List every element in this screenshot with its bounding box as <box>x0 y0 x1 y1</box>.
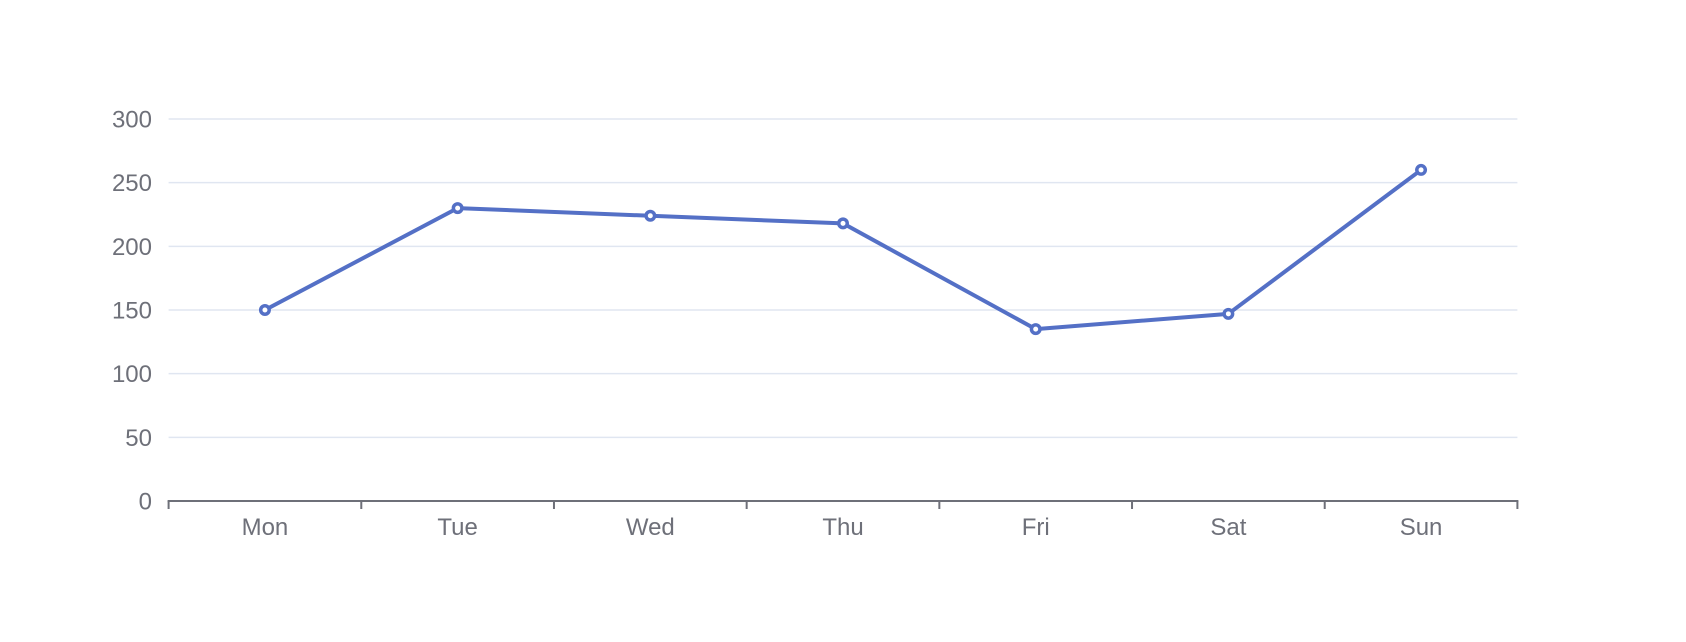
data-point-thu[interactable] <box>837 217 849 230</box>
y-axis-label-100: 100 <box>112 361 152 388</box>
y-axis-label-300: 300 <box>112 107 152 134</box>
series-line <box>264 168 1423 332</box>
data-point-tue[interactable] <box>451 202 464 215</box>
data-point-mon[interactable] <box>258 304 271 316</box>
x-axis-label-fri: Fri <box>1022 514 1050 541</box>
x-axis-label-mon: Mon <box>242 514 289 541</box>
y-axis-label-50: 50 <box>125 425 152 452</box>
y-axis-label-150: 150 <box>112 298 152 325</box>
y-axis-label-250: 250 <box>112 170 152 197</box>
data-point-wed[interactable] <box>644 209 657 222</box>
data-point-sat[interactable] <box>1222 307 1235 320</box>
data-point-fri[interactable] <box>1029 323 1042 336</box>
x-axis-label-wed: Wed <box>626 514 675 541</box>
x-axis-label-thu: Thu <box>822 514 863 541</box>
x-axis-label-tue: Tue <box>437 514 477 541</box>
y-axis-label-200: 200 <box>112 234 152 261</box>
data-point-sun[interactable] <box>1415 163 1428 176</box>
x-axis-label-sun: Sun <box>1400 514 1443 541</box>
x-axis-label-sat: Sat <box>1210 514 1246 541</box>
y-axis-label-0: 0 <box>139 489 152 516</box>
